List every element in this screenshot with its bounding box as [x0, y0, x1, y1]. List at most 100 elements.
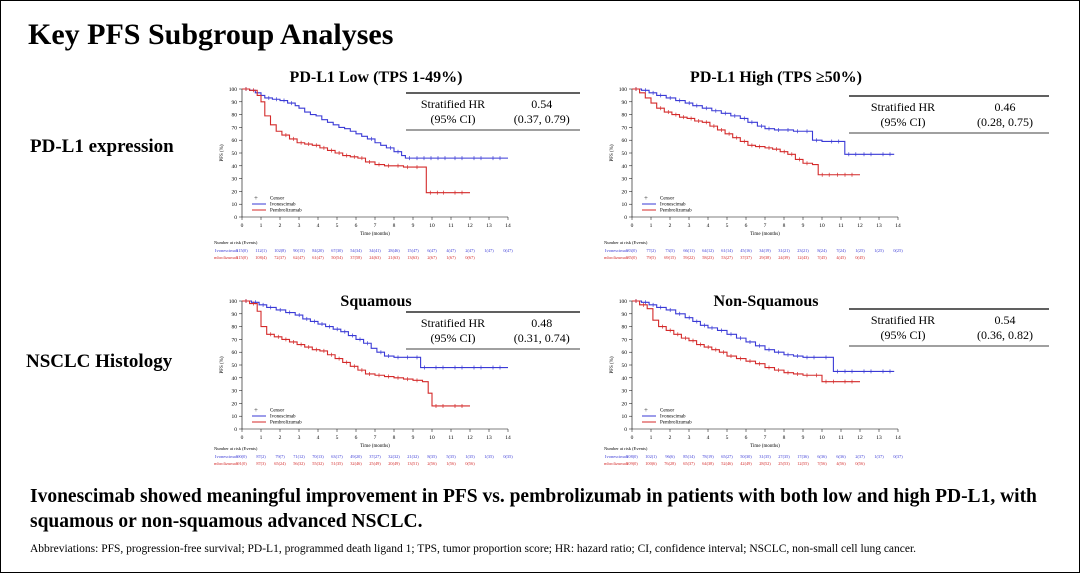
risk-cell: 4(47)	[446, 248, 456, 253]
risk-cell: 56(32)	[293, 461, 305, 466]
y-tick-label: 10	[232, 202, 238, 208]
y-tick-label: 80	[622, 325, 628, 331]
x-tick-label: 13	[486, 223, 492, 229]
x-tick-label: 11	[838, 435, 844, 441]
chart-title: Squamous	[340, 293, 411, 310]
risk-cell: 20(49)	[388, 461, 400, 466]
risk-cell: 13(63)	[407, 255, 419, 260]
risk-cell: 102(8)	[274, 248, 286, 253]
censor-legend-icon: +	[254, 194, 258, 202]
x-tick-label: 12	[857, 435, 863, 441]
x-tick-label: 9	[802, 223, 805, 229]
y-tick-label: 70	[622, 125, 628, 131]
risk-cell: 66(11)	[683, 248, 695, 253]
y-tick-label: 30	[622, 177, 628, 183]
x-tick-label: 1	[650, 435, 653, 441]
risk-cell: 54(34)	[350, 248, 362, 253]
risk-cell: 52(46)	[721, 461, 733, 466]
chart-panel-pdl1-low: PD-L1 Low (TPS 1-49%) 0 10 20 30 40 50 60 70 80 90…	[214, 68, 594, 273]
x-tick-label: 1	[260, 223, 263, 229]
risk-cell: 91(0)	[237, 461, 247, 466]
y-tick-label: 40	[232, 164, 238, 170]
x-tick-label: 3	[298, 435, 301, 441]
y-tick-label: 90	[622, 312, 628, 318]
x-tick-label: 9	[412, 435, 415, 441]
risk-cell: 1(25)	[855, 248, 865, 253]
y-tick-label: 20	[622, 401, 628, 407]
x-tick-label: 2	[669, 223, 672, 229]
hr-value: 0.54	[531, 97, 552, 111]
km-curve-ivonescimab	[242, 300, 508, 369]
x-tick-label: 5	[726, 223, 729, 229]
ci-label: (95% CI)	[881, 328, 926, 342]
x-tick-label: 14	[895, 435, 901, 441]
legend-label-censor: Censor	[660, 197, 675, 202]
hr-label: Stratified HR	[421, 97, 485, 111]
risk-cell: 2(56)	[427, 461, 437, 466]
x-tick-label: 4	[317, 223, 320, 229]
risk-cell: 50(54)	[331, 255, 343, 260]
km-curve-ivonescimab	[632, 88, 895, 155]
km-curve-pembrolizumab	[242, 88, 470, 194]
risk-cell: 7(24)	[836, 248, 846, 253]
risk-cell: 77(2)	[646, 248, 656, 253]
y-tick-label: 30	[232, 177, 238, 183]
risk-cell: 12(55)	[797, 461, 809, 466]
risk-row-label: Pembrolizumab	[214, 255, 239, 260]
x-tick-label: 3	[298, 223, 301, 229]
x-tick-label: 7	[764, 223, 767, 229]
hr-label: Stratified HR	[871, 313, 935, 327]
risk-cell: 65(24)	[274, 461, 286, 466]
risk-cell: 100(6)	[645, 461, 657, 466]
y-tick-label: 80	[232, 325, 238, 331]
km-curve-ivonescimab	[242, 88, 508, 159]
risk-table-header: Number at risk (Events)	[214, 240, 258, 245]
risk-cell: 2(47)	[465, 248, 475, 253]
risk-cell: 67(30)	[331, 248, 343, 253]
x-tick-label: 10	[819, 223, 825, 229]
risk-cell: 27(35)	[778, 454, 790, 459]
y-tick-label: 50	[622, 151, 628, 157]
x-axis-label: Time (months)	[360, 444, 390, 449]
risk-cell: 108(0)	[626, 454, 638, 459]
risk-cell: 0(56)	[855, 461, 865, 466]
risk-cell: 1(35)	[484, 454, 494, 459]
risk-cell: 6(47)	[427, 248, 437, 253]
x-tick-label: 4	[317, 435, 320, 441]
risk-row-label: Ivonescimab	[215, 454, 239, 459]
risk-cell: 34(41)	[369, 248, 381, 253]
x-tick-label: 2	[279, 223, 282, 229]
x-tick-label: 10	[429, 435, 435, 441]
risk-cell: 21(32)	[407, 454, 419, 459]
risk-cell: 6(36)	[817, 454, 827, 459]
y-tick-label: 0	[234, 427, 237, 433]
y-tick-label: 40	[622, 164, 628, 170]
x-tick-label: 12	[857, 223, 863, 229]
risk-row-label: Ivonescimab	[605, 248, 629, 253]
km-chart-pdl1-high: PD-L1 High (TPS ≥50%)0102030405060708090…	[604, 69, 1049, 260]
risk-cell: 64(38)	[702, 461, 714, 466]
x-tick-label: 10	[819, 435, 825, 441]
y-tick-label: 90	[232, 100, 238, 106]
slide-title: Key PFS Subgroup Analyses	[28, 18, 394, 51]
chart-title: Non-Squamous	[714, 293, 819, 310]
y-tick-label: 50	[622, 363, 628, 369]
risk-cell: 1(67)	[446, 255, 456, 260]
legend-label-pembrolizumab: Pembrolizumab	[660, 421, 692, 426]
risk-cell: 70(13)	[312, 454, 324, 459]
risk-cell: 64(12)	[702, 248, 714, 253]
y-tick-label: 10	[622, 414, 628, 420]
km-chart-pdl1-low: PD-L1 Low (TPS 1-49%)0102030405060708090…	[214, 69, 580, 260]
x-tick-label: 9	[412, 223, 415, 229]
y-tick-label: 40	[622, 376, 628, 382]
km-curve-ivonescimab	[632, 300, 895, 372]
x-tick-label: 4	[707, 435, 710, 441]
y-tick-label: 30	[622, 389, 628, 395]
x-tick-label: 7	[764, 435, 767, 441]
risk-cell: 87(3)	[256, 461, 266, 466]
risk-cell: 49(20)	[350, 454, 362, 459]
y-tick-label: 100	[619, 299, 628, 305]
conclusion-text: Ivonescimab showed meaningful improvemen…	[30, 486, 1037, 532]
row-label-pdl1: PD-L1 expression	[30, 136, 174, 157]
risk-table-header: Number at risk (Events)	[604, 446, 648, 451]
